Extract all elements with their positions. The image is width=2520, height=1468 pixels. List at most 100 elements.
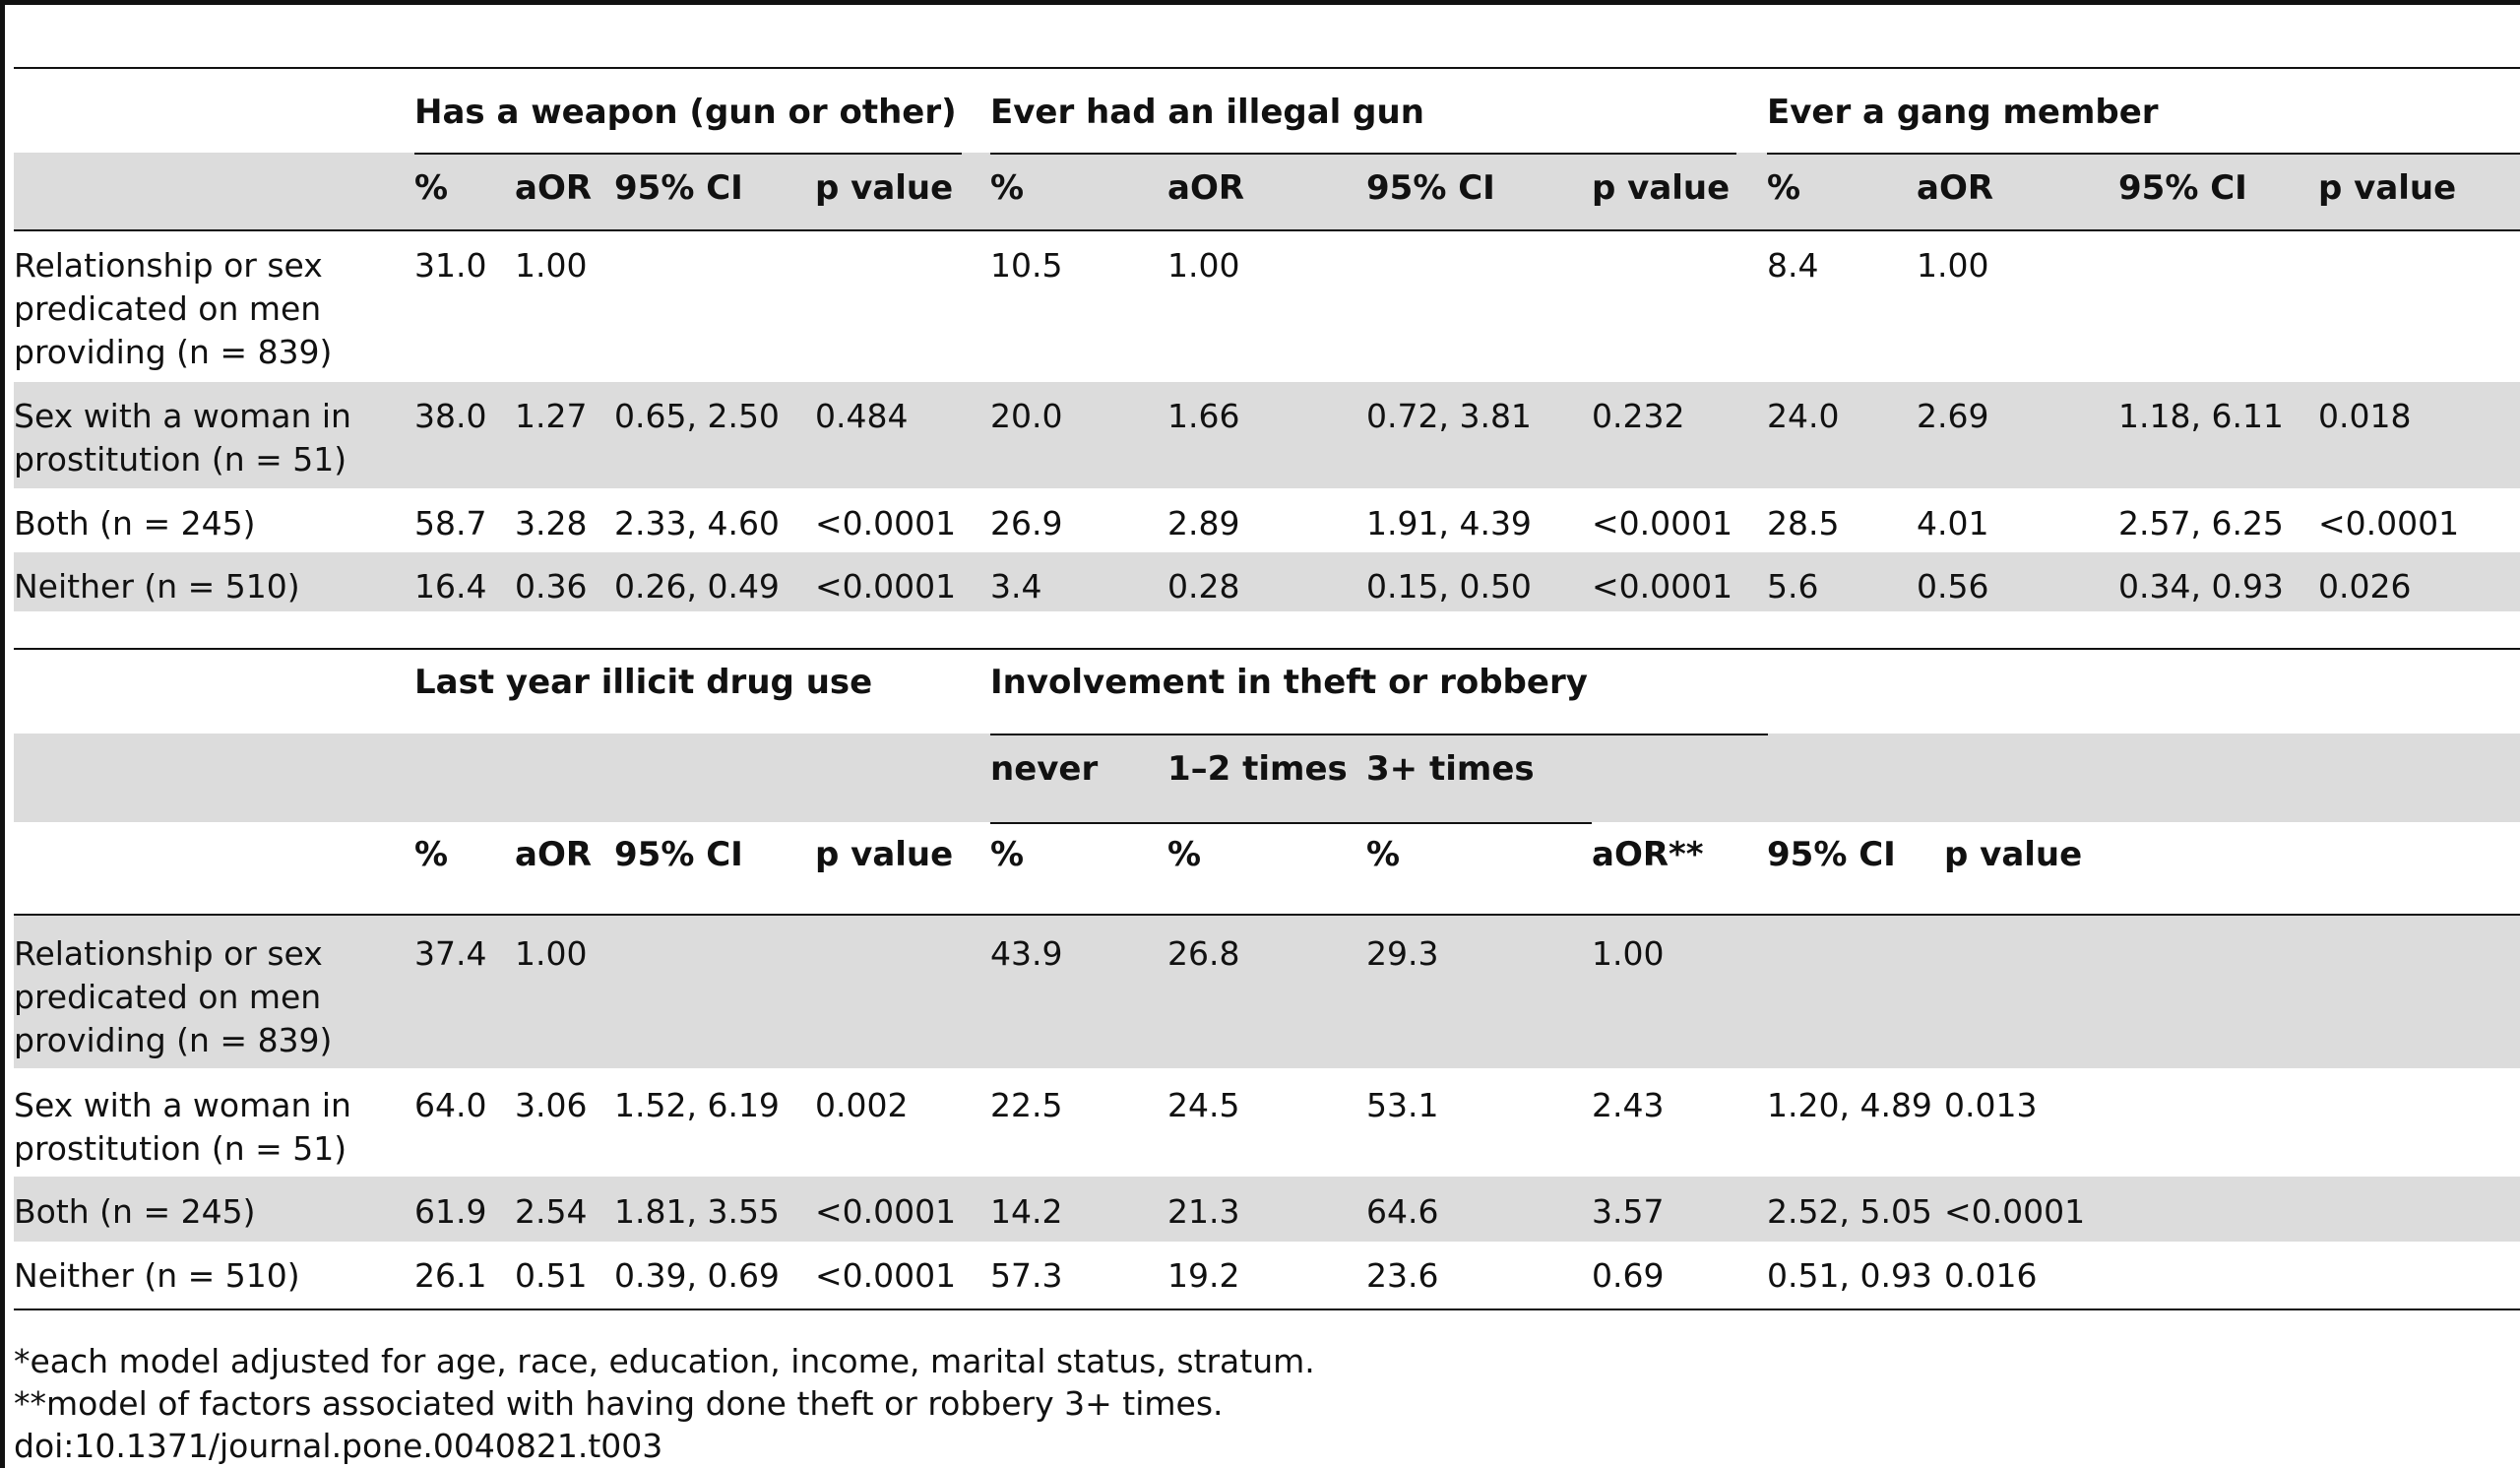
column-header: % [1167, 835, 1202, 874]
shaded-row-band [14, 552, 2520, 611]
table-cell: 3.28 [515, 504, 588, 543]
table-cell: 0.26, 0.49 [614, 567, 780, 606]
table-cell: 5.6 [1767, 567, 1819, 606]
table-cell: 61.9 [414, 1192, 487, 1231]
table-cell: 4.01 [1917, 504, 1989, 543]
table-cell: <0.0001 [1944, 1192, 2086, 1231]
table-cell: 24.0 [1767, 397, 1840, 435]
table-cell: 0.002 [815, 1086, 909, 1124]
table-cell: 2.54 [515, 1192, 588, 1231]
table-cell: 0.51, 0.93 [1767, 1256, 1932, 1295]
row-label: Sex with a woman in prostitution (n = 51… [14, 1086, 351, 1168]
table-cell: <0.0001 [1592, 504, 1733, 543]
table-cell: 3.57 [1592, 1192, 1665, 1231]
column-header: aOR [1167, 168, 1245, 208]
table-rule [990, 734, 1768, 735]
column-header: % [990, 835, 1025, 874]
table-cell: 0.232 [1592, 397, 1685, 435]
table-cell: 1.00 [1917, 246, 1989, 285]
row-label: Neither (n = 510) [14, 567, 300, 606]
shaded-row-band [14, 153, 2520, 229]
table-cell: 37.4 [414, 934, 487, 973]
table-cell: 2.43 [1592, 1086, 1665, 1124]
table-cell: 0.56 [1917, 567, 1989, 606]
group-header-illegal-gun: Ever had an illegal gun [990, 93, 1424, 132]
table-cell: 3.06 [515, 1086, 588, 1124]
table-cell: <0.0001 [815, 1192, 957, 1231]
column-header: aOR** [1592, 835, 1704, 874]
table-cell: 24.5 [1167, 1086, 1240, 1124]
footnote-theft-model: **model of factors associated with havin… [14, 1384, 1224, 1423]
table-cell: 1.81, 3.55 [614, 1192, 780, 1231]
table-cell: 23.6 [1366, 1256, 1439, 1295]
table-cell: 1.66 [1167, 397, 1240, 435]
table-cell: 28.5 [1767, 504, 1840, 543]
theft-subgroup-1-2-times: 1–2 times [1167, 749, 1348, 789]
group-header-theft: Involvement in theft or robbery [990, 663, 1588, 702]
column-header: p value [1944, 835, 2083, 874]
table-cell: 26.8 [1167, 934, 1240, 973]
table-cell: <0.0001 [815, 1256, 957, 1295]
table-cell: 1.00 [515, 934, 588, 973]
table-cell: 0.69 [1592, 1256, 1665, 1295]
group-header-drug-use: Last year illicit drug use [414, 663, 873, 702]
column-header: 95% CI [1366, 168, 1495, 208]
row-label: Relationship or sex predicated on men pr… [14, 246, 333, 371]
table-cell: 64.6 [1366, 1192, 1439, 1231]
table-cell: 21.3 [1167, 1192, 1240, 1231]
column-header: % [1767, 168, 1801, 208]
table-cell: 1.18, 6.11 [2118, 397, 2284, 435]
shaded-row-band [14, 382, 2520, 488]
column-header: 95% CI [614, 835, 743, 874]
column-header: p value [815, 835, 954, 874]
table-cell: 53.1 [1366, 1086, 1439, 1124]
table-cell: 2.89 [1167, 504, 1240, 543]
table-cell: 31.0 [414, 246, 487, 285]
table-cell: 8.4 [1767, 246, 1819, 285]
column-header: % [1366, 835, 1401, 874]
table-cell: 0.28 [1167, 567, 1240, 606]
table-cell: 0.026 [2318, 567, 2412, 606]
table-rule [990, 822, 1592, 824]
table-cell: 22.5 [990, 1086, 1063, 1124]
footnote-doi: doi:10.1371/journal.pone.0040821.t003 [14, 1427, 663, 1465]
table-cell: 1.00 [1592, 934, 1665, 973]
column-header: 95% CI [614, 168, 743, 208]
table-cell: 1.27 [515, 397, 588, 435]
table-cell: 0.51 [515, 1256, 588, 1295]
table-rule [990, 153, 1736, 155]
table-cell: 2.52, 5.05 [1767, 1192, 1932, 1231]
table-cell: 2.69 [1917, 397, 1989, 435]
table-cell: 0.484 [815, 397, 909, 435]
shaded-row-band [14, 734, 2520, 822]
table-cell: 19.2 [1167, 1256, 1240, 1295]
table-cell: 2.57, 6.25 [2118, 504, 2284, 543]
table-cell: 1.00 [1167, 246, 1240, 285]
table-cell: 0.39, 0.69 [614, 1256, 780, 1295]
top-rule [0, 0, 2520, 5]
table-rule [14, 229, 2520, 231]
table-rule [1767, 153, 2520, 155]
table-cell: 43.9 [990, 934, 1063, 973]
row-label: Neither (n = 510) [14, 1256, 300, 1295]
table-cell: 3.4 [990, 567, 1042, 606]
table-cell: 16.4 [414, 567, 487, 606]
table-cell: 0.15, 0.50 [1366, 567, 1532, 606]
column-header: 95% CI [2118, 168, 2247, 208]
footnote-adjustment: *each model adjusted for age, race, educ… [14, 1342, 1315, 1380]
table-cell: 1.52, 6.19 [614, 1086, 780, 1124]
table-cell: 0.36 [515, 567, 588, 606]
table-cell: 1.91, 4.39 [1366, 504, 1532, 543]
table-cell: 26.1 [414, 1256, 487, 1295]
group-header-gang-member: Ever a gang member [1767, 93, 2159, 132]
left-border [0, 0, 5, 1468]
table-cell: 26.9 [990, 504, 1063, 543]
table-rule [414, 153, 962, 155]
row-label: Sex with a woman in prostitution (n = 51… [14, 397, 351, 479]
table-rule [14, 1308, 2520, 1310]
table-cell: <0.0001 [815, 567, 957, 606]
group-header-weapon: Has a weapon (gun or other) [414, 93, 957, 132]
table-cell: 29.3 [1366, 934, 1439, 973]
table-cell: 1.20, 4.89 [1767, 1086, 1932, 1124]
